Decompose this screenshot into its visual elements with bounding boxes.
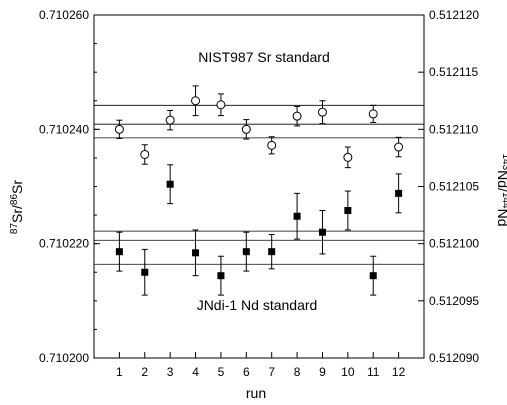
y-right-mid: Nd/ xyxy=(495,170,507,192)
nd-data-point xyxy=(293,212,301,220)
y-right-sup-143: 143 xyxy=(500,153,507,170)
sr-data-point xyxy=(368,109,378,119)
sr-data-point xyxy=(394,142,404,152)
y-left-sup-87: 87 xyxy=(9,223,20,235)
right-tick-label: 0.512090 xyxy=(429,351,479,365)
x-tick-label: 3 xyxy=(167,365,174,379)
y-left-sup-86: 86 xyxy=(9,193,20,205)
nd-data-point xyxy=(192,249,200,257)
x-axis-ticks: 1 2 3 4 5 6 7 8 9 10 11 12 xyxy=(116,352,406,379)
right-tick-label: 0.512115 xyxy=(429,65,478,79)
left-axis-ticks: 0.710200 0.710220 0.710240 0.710260 xyxy=(39,8,100,365)
x-tick-label: 6 xyxy=(243,365,250,379)
series-nd-filled-squares xyxy=(115,164,403,296)
x-tick-label: 11 xyxy=(367,365,380,379)
sr-data-point xyxy=(114,124,124,134)
x-tick-label: 9 xyxy=(319,365,326,379)
y-right-sup-144: 144 xyxy=(500,192,507,209)
y-axis-title-left: 87Sr/86Sr xyxy=(9,180,25,234)
x-tick-label: 4 xyxy=(192,365,199,379)
right-tick-label: 0.512110 xyxy=(429,122,478,136)
annotation-sr-standard: NIST987 Sr standard xyxy=(198,49,330,65)
x-axis-title: run xyxy=(246,385,266,401)
left-tick-label: 0.710220 xyxy=(39,237,89,251)
sr-data-point xyxy=(267,140,277,150)
x-tick-label: 5 xyxy=(218,365,225,379)
left-tick-label: 0.710200 xyxy=(39,351,89,365)
nd-data-point xyxy=(242,248,250,256)
nd-data-point xyxy=(344,207,352,215)
nd-data-point xyxy=(268,248,276,256)
right-tick-label: 0.512120 xyxy=(429,8,479,22)
right-axis-ticks: 0.512090 0.512095 0.512100 0.512105 0.512110… xyxy=(418,8,479,365)
series-sr-open-circles xyxy=(114,85,404,169)
y-right-tail: Nd xyxy=(495,209,507,227)
right-tick-label: 0.512105 xyxy=(429,180,479,194)
left-tick-label: 0.710240 xyxy=(39,122,89,136)
x-tick-label: 8 xyxy=(294,365,301,379)
x-tick-label: 10 xyxy=(341,365,355,379)
nd-data-point xyxy=(369,272,377,280)
sr-data-point xyxy=(292,111,302,121)
right-tick-label: 0.512095 xyxy=(429,294,479,308)
annotation-nd-standard: JNdi-1 Nd standard xyxy=(197,297,318,313)
sr-data-point xyxy=(140,149,150,159)
reference-lines xyxy=(94,104,424,265)
x-tick-label: 12 xyxy=(392,365,406,379)
sr-data-point xyxy=(216,100,226,110)
nd-data-point xyxy=(395,189,403,197)
x-tick-label: 7 xyxy=(268,365,275,379)
nd-data-point xyxy=(217,272,225,280)
sr-data-point xyxy=(343,152,353,162)
sr-data-point xyxy=(191,96,201,106)
nd-data-point xyxy=(318,228,326,236)
y-axis-title-right: 143Nd/144Nd xyxy=(495,153,507,226)
y-left-tail: Sr xyxy=(9,180,25,194)
nd-data-point xyxy=(115,248,123,256)
sr-data-point xyxy=(317,107,327,117)
nd-data-point xyxy=(141,268,149,276)
x-tick-label: 1 xyxy=(116,365,123,379)
nd-data-point xyxy=(166,180,174,188)
sr-data-point xyxy=(165,115,175,125)
left-tick-label: 0.710260 xyxy=(39,8,89,22)
x-tick-label: 2 xyxy=(141,365,148,379)
y-left-base: Sr/ xyxy=(9,205,25,223)
sr-data-point xyxy=(241,124,251,134)
right-tick-label: 0.512100 xyxy=(429,237,479,251)
